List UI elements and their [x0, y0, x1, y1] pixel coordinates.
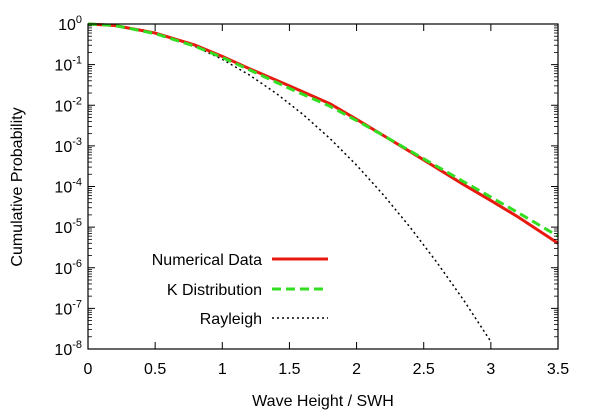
y-tick-label: 100 [58, 14, 82, 34]
x-tick-label: 0.5 [144, 361, 166, 378]
x-tick-label: 1 [218, 361, 227, 378]
legend: Numerical Data K Distribution Rayleigh [152, 252, 328, 328]
legend-label-rayleigh: Rayleigh [200, 311, 262, 328]
series-line-numerical-data [87, 22, 559, 245]
x-tick-label: 1.5 [278, 361, 300, 378]
series-layer [87, 22, 559, 343]
y-tick-label: 10-3 [54, 136, 82, 156]
y-tick-label: 10-4 [54, 177, 82, 197]
x-tick-label: 0 [84, 361, 93, 378]
y-tick-label: 10-7 [54, 298, 82, 318]
legend-label-k-distribution: K Distribution [167, 282, 262, 299]
x-tick-label: 2 [352, 361, 361, 378]
x-tick-label: 3 [486, 361, 495, 378]
x-axis-label: Wave Height / SWH [252, 393, 394, 410]
x-tick-label: 2.5 [413, 361, 435, 378]
y-tick-label: 10-5 [54, 217, 82, 237]
x-tick-label: 3.5 [547, 361, 569, 378]
legend-label-numerical-data: Numerical Data [152, 252, 262, 269]
y-tick-label: 10-6 [54, 258, 82, 278]
series-line-k-distribution [87, 22, 559, 238]
y-tick-label: 10-8 [54, 339, 82, 359]
y-axis-label: Cumulative Probability [9, 107, 26, 266]
plot-frame [87, 23, 559, 350]
ticks-layer: 0 0.5 1 1.5 2 2.5 3 3.5 100 10-1 10-2 10-3 10-4 10-5 1… [54, 14, 569, 378]
y-tick-label: 10-1 [54, 55, 82, 75]
y-tick-label: 10-2 [54, 95, 82, 115]
series-line-rayleigh [87, 23, 492, 343]
